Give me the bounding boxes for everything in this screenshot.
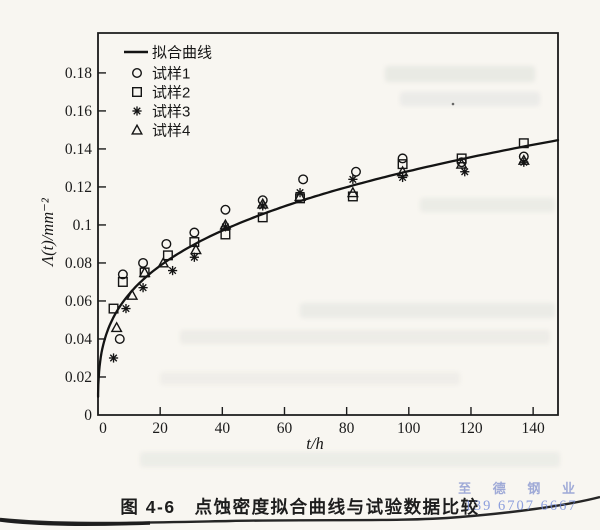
marker-triangle — [455, 157, 468, 169]
marker-circle — [161, 238, 172, 249]
x-tick-label: 100 — [397, 420, 421, 437]
y-tick-label: 0 — [84, 407, 92, 424]
marker-circle — [131, 67, 142, 78]
watermark-phone: 139 6707 6667 — [464, 498, 578, 515]
legend-label: 试样2 — [152, 85, 190, 102]
legend-label: 试样4 — [152, 123, 190, 140]
x-tick-label: 0 — [99, 420, 107, 437]
marker-asterisk — [167, 265, 178, 276]
marker-circle — [298, 174, 309, 185]
marker-square — [456, 153, 467, 164]
y-axis-label: Λ(t)/mm⁻² — [38, 198, 57, 266]
x-tick-label: 80 — [339, 420, 355, 437]
y-tick-label: 0.08 — [65, 255, 92, 272]
marker-square — [108, 303, 119, 314]
marker-square — [397, 159, 408, 170]
marker-triangle — [189, 243, 202, 255]
y-tick-label: 0.18 — [65, 65, 92, 82]
marker-asterisk — [108, 353, 119, 363]
marker-triangle — [517, 154, 530, 165]
page-edge-line-thick — [0, 518, 151, 526]
legend-label: 试样3 — [152, 104, 190, 121]
x-axis-label: t/h — [306, 434, 324, 453]
marker-circle — [117, 269, 128, 280]
x-tick-label: 60 — [277, 420, 293, 437]
watermark: 至 德 钢 业 139 6707 6667 — [458, 481, 584, 515]
plot-border — [97, 32, 559, 416]
y-tick-label: 0.12 — [65, 179, 92, 196]
marker-square — [131, 86, 142, 97]
y-tick-label: 0.06 — [65, 293, 92, 310]
marker-asterisk — [138, 283, 148, 293]
scan-speck — [451, 102, 455, 106]
marker-triangle — [126, 289, 139, 300]
x-tick-label: 20 — [152, 420, 168, 437]
marker-square — [257, 212, 268, 223]
marker-circle — [220, 204, 231, 215]
marker-circle — [114, 333, 125, 344]
marker-square — [518, 138, 529, 149]
x-tick-label: 140 — [522, 420, 546, 437]
series-试样4 — [110, 154, 530, 333]
marker-asterisk — [189, 252, 199, 262]
marker-square — [117, 276, 128, 287]
marker-triangle — [396, 165, 409, 177]
y-tick-label: 0.16 — [65, 103, 92, 120]
series-试样1 — [114, 151, 529, 344]
marker-square — [162, 250, 173, 261]
y-tick-label: 0.02 — [65, 369, 92, 386]
watermark-name: 至 德 钢 业 — [458, 481, 584, 496]
marker-asterisk — [132, 106, 142, 116]
x-tick-label: 120 — [459, 420, 483, 437]
marker-asterisk — [348, 174, 358, 184]
marker-asterisk — [121, 303, 131, 314]
marker-triangle — [219, 218, 232, 230]
marker-circle — [189, 227, 200, 238]
legend-label: 试样1 — [152, 66, 190, 83]
marker-triangle — [157, 256, 170, 268]
marker-circle — [138, 257, 149, 268]
x-tick-label: 40 — [215, 420, 231, 437]
y-tick-label: 0.1 — [73, 217, 92, 234]
marker-triangle — [294, 190, 307, 202]
figure-caption: 图 4-6 点蚀密度拟合曲线与试验数据比较 — [120, 497, 480, 517]
marker-triangle — [256, 197, 269, 209]
legend-label: 拟合曲线 — [152, 45, 212, 62]
marker-triangle — [131, 123, 143, 135]
marker-triangle — [138, 266, 151, 278]
y-tick-label: 0.14 — [65, 141, 92, 158]
marker-triangle — [110, 321, 123, 333]
fit-curve-line — [96, 138, 560, 398]
y-tick-label: 0.04 — [65, 331, 92, 348]
marker-triangle — [346, 186, 359, 198]
marker-circle — [397, 153, 408, 164]
